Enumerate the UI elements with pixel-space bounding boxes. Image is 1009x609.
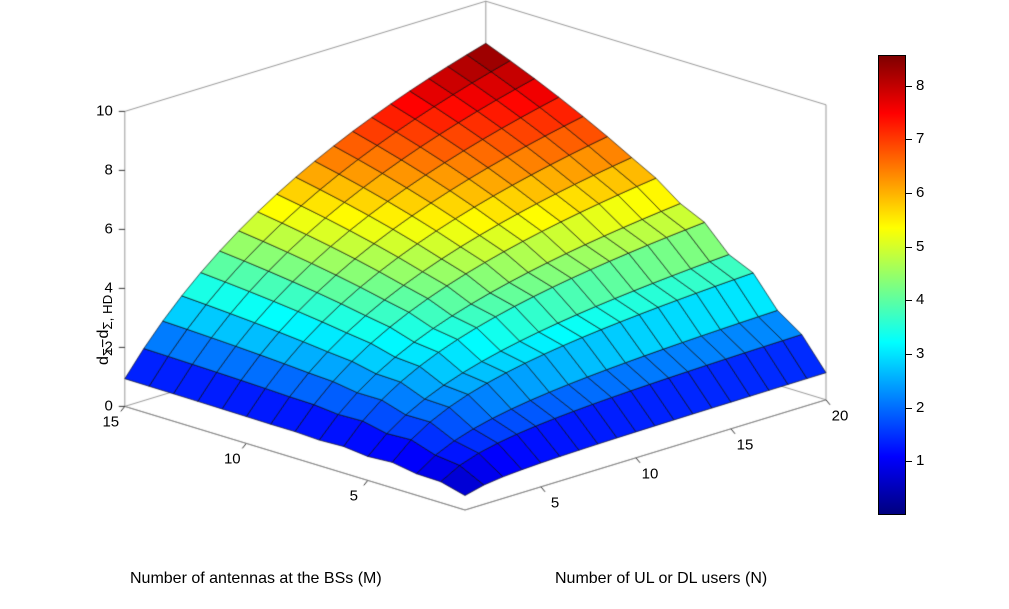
colorbar-tick	[906, 193, 912, 194]
tick-label: 8	[104, 162, 112, 179]
tick-label: 6	[104, 221, 112, 238]
tick-label: 10	[224, 451, 241, 468]
colorbar-tick-label: 1	[916, 452, 924, 469]
colorbar-tick-label: 6	[916, 184, 924, 201]
tick-label: 0	[104, 398, 112, 415]
tick-label: 2	[104, 339, 112, 356]
tick-label: 20	[832, 407, 849, 424]
tick-label: 15	[737, 436, 754, 453]
tick-label: 15	[102, 414, 119, 431]
colorbar-tick	[906, 461, 912, 462]
colorbar-tick	[906, 354, 912, 355]
tick-label: 10	[96, 103, 113, 120]
colorbar-tick	[906, 247, 912, 248]
colorbar-tick-label: 8	[916, 77, 924, 94]
tick-label: 4	[104, 280, 112, 297]
colorbar-tick	[906, 86, 912, 87]
surface-canvas	[0, 0, 1009, 609]
y-axis-label: Number of UL or DL users (N)	[555, 570, 767, 588]
tick-label: 5	[551, 494, 559, 511]
chart-root: Number of antennas at the BSs (M) Number…	[0, 0, 1009, 609]
colorbar-tick-label: 5	[916, 238, 924, 255]
x-axis-label: Number of antennas at the BSs (M)	[130, 570, 382, 588]
colorbar-tick-label: 3	[916, 345, 924, 362]
colorbar-tick-label: 7	[916, 130, 924, 147]
colorbar	[878, 55, 906, 515]
colorbar-tick-label: 4	[916, 291, 924, 308]
tick-label: 5	[350, 488, 358, 505]
colorbar-tick	[906, 300, 912, 301]
tick-label: 10	[642, 465, 659, 482]
colorbar-tick-label: 2	[916, 399, 924, 416]
colorbar-tick	[906, 139, 912, 140]
colorbar-tick	[906, 408, 912, 409]
